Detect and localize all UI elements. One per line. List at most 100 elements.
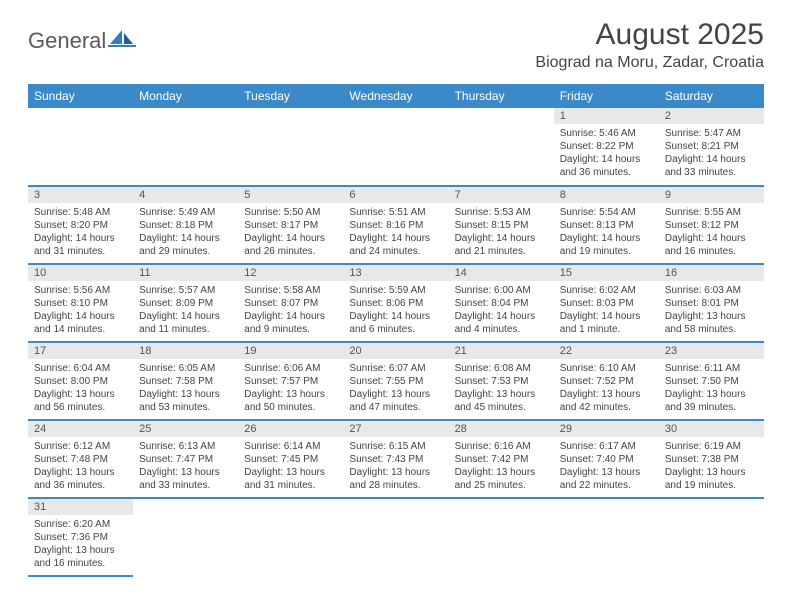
day-line-d1: Daylight: 13 hours [560,466,653,479]
calendar-cell: 18Sunrise: 6:05 AMSunset: 7:58 PMDayligh… [133,342,238,420]
day-body: Sunrise: 5:56 AMSunset: 8:10 PMDaylight:… [28,281,133,340]
day-number: 5 [238,187,343,203]
day-number: 16 [659,265,764,281]
day-body: Sunrise: 5:51 AMSunset: 8:16 PMDaylight:… [343,203,448,262]
day-line-d1: Daylight: 13 hours [139,466,232,479]
day-line-d2: and 21 minutes. [455,245,548,258]
calendar-table: SundayMondayTuesdayWednesdayThursdayFrid… [28,84,764,577]
day-number: 15 [554,265,659,281]
calendar-cell: 9Sunrise: 5:55 AMSunset: 8:12 PMDaylight… [659,186,764,264]
day-line-d1: Daylight: 14 hours [560,153,653,166]
day-line-d1: Daylight: 14 hours [665,232,758,245]
calendar-cell: 28Sunrise: 6:16 AMSunset: 7:42 PMDayligh… [449,420,554,498]
day-line-d2: and 9 minutes. [244,323,337,336]
day-line-d2: and 26 minutes. [244,245,337,258]
day-number: 25 [133,421,238,437]
day-body: Sunrise: 6:14 AMSunset: 7:45 PMDaylight:… [238,437,343,496]
calendar-cell: 2Sunrise: 5:47 AMSunset: 8:21 PMDaylight… [659,108,764,186]
day-line-sr: Sunrise: 6:02 AM [560,284,653,297]
day-number: 18 [133,343,238,359]
day-line-ss: Sunset: 7:52 PM [560,375,653,388]
day-line-d2: and 22 minutes. [560,479,653,492]
day-line-d2: and 33 minutes. [665,166,758,179]
day-line-sr: Sunrise: 6:00 AM [455,284,548,297]
day-line-d1: Daylight: 13 hours [244,388,337,401]
day-body: Sunrise: 6:19 AMSunset: 7:38 PMDaylight:… [659,437,764,496]
day-line-sr: Sunrise: 6:19 AM [665,440,758,453]
day-line-ss: Sunset: 7:42 PM [455,453,548,466]
day-body: Sunrise: 6:05 AMSunset: 7:58 PMDaylight:… [133,359,238,418]
day-line-sr: Sunrise: 5:47 AM [665,127,758,140]
day-body: Sunrise: 6:15 AMSunset: 7:43 PMDaylight:… [343,437,448,496]
day-number: 4 [133,187,238,203]
calendar-cell: 22Sunrise: 6:10 AMSunset: 7:52 PMDayligh… [554,342,659,420]
calendar-cell: 6Sunrise: 5:51 AMSunset: 8:16 PMDaylight… [343,186,448,264]
day-line-ss: Sunset: 7:50 PM [665,375,758,388]
day-line-sr: Sunrise: 5:57 AM [139,284,232,297]
day-line-d1: Daylight: 14 hours [244,310,337,323]
calendar-cell: 8Sunrise: 5:54 AMSunset: 8:13 PMDaylight… [554,186,659,264]
day-line-d2: and 29 minutes. [139,245,232,258]
day-number: 14 [449,265,554,281]
calendar-cell: 23Sunrise: 6:11 AMSunset: 7:50 PMDayligh… [659,342,764,420]
day-body: Sunrise: 5:46 AMSunset: 8:22 PMDaylight:… [554,124,659,183]
day-number: 3 [28,187,133,203]
day-number: 2 [659,108,764,124]
day-body: Sunrise: 5:48 AMSunset: 8:20 PMDaylight:… [28,203,133,262]
weekday-row: SundayMondayTuesdayWednesdayThursdayFrid… [28,84,764,108]
day-line-ss: Sunset: 8:03 PM [560,297,653,310]
day-line-ss: Sunset: 8:10 PM [34,297,127,310]
calendar-cell: 5Sunrise: 5:50 AMSunset: 8:17 PMDaylight… [238,186,343,264]
day-line-sr: Sunrise: 5:58 AM [244,284,337,297]
day-line-ss: Sunset: 8:15 PM [455,219,548,232]
day-line-ss: Sunset: 8:07 PM [244,297,337,310]
day-number: 21 [449,343,554,359]
day-body: Sunrise: 6:06 AMSunset: 7:57 PMDaylight:… [238,359,343,418]
calendar-cell: 26Sunrise: 6:14 AMSunset: 7:45 PMDayligh… [238,420,343,498]
day-line-ss: Sunset: 7:55 PM [349,375,442,388]
day-line-d2: and 56 minutes. [34,401,127,414]
day-body: Sunrise: 6:07 AMSunset: 7:55 PMDaylight:… [343,359,448,418]
day-line-d1: Daylight: 14 hours [244,232,337,245]
calendar-cell: 27Sunrise: 6:15 AMSunset: 7:43 PMDayligh… [343,420,448,498]
day-line-ss: Sunset: 8:12 PM [665,219,758,232]
day-number: 11 [133,265,238,281]
calendar-cell [238,108,343,186]
day-line-d2: and 50 minutes. [244,401,337,414]
day-line-ss: Sunset: 7:58 PM [139,375,232,388]
day-line-sr: Sunrise: 6:04 AM [34,362,127,375]
calendar-cell: 11Sunrise: 5:57 AMSunset: 8:09 PMDayligh… [133,264,238,342]
calendar-cell: 25Sunrise: 6:13 AMSunset: 7:47 PMDayligh… [133,420,238,498]
calendar-cell [238,498,343,576]
day-line-d2: and 47 minutes. [349,401,442,414]
day-body: Sunrise: 6:10 AMSunset: 7:52 PMDaylight:… [554,359,659,418]
day-number: 28 [449,421,554,437]
day-body: Sunrise: 5:58 AMSunset: 8:07 PMDaylight:… [238,281,343,340]
calendar-cell: 30Sunrise: 6:19 AMSunset: 7:38 PMDayligh… [659,420,764,498]
day-line-sr: Sunrise: 6:11 AM [665,362,758,375]
day-line-d1: Daylight: 13 hours [455,388,548,401]
day-line-ss: Sunset: 8:20 PM [34,219,127,232]
calendar-cell: 15Sunrise: 6:02 AMSunset: 8:03 PMDayligh… [554,264,659,342]
day-line-d2: and 16 minutes. [34,557,127,570]
calendar-cell: 29Sunrise: 6:17 AMSunset: 7:40 PMDayligh… [554,420,659,498]
day-number: 10 [28,265,133,281]
day-line-d1: Daylight: 14 hours [455,310,548,323]
day-line-d2: and 6 minutes. [349,323,442,336]
weekday-header: Tuesday [238,84,343,108]
day-body: Sunrise: 6:20 AMSunset: 7:36 PMDaylight:… [28,515,133,574]
day-line-ss: Sunset: 7:48 PM [34,453,127,466]
calendar-cell [343,498,448,576]
weekday-header: Friday [554,84,659,108]
day-line-ss: Sunset: 8:04 PM [455,297,548,310]
day-line-d2: and 42 minutes. [560,401,653,414]
day-line-sr: Sunrise: 5:55 AM [665,206,758,219]
day-body: Sunrise: 6:08 AMSunset: 7:53 PMDaylight:… [449,359,554,418]
day-line-ss: Sunset: 8:00 PM [34,375,127,388]
day-line-ss: Sunset: 8:09 PM [139,297,232,310]
day-number: 24 [28,421,133,437]
day-line-d2: and 39 minutes. [665,401,758,414]
day-number: 30 [659,421,764,437]
day-line-sr: Sunrise: 5:46 AM [560,127,653,140]
day-body: Sunrise: 6:12 AMSunset: 7:48 PMDaylight:… [28,437,133,496]
